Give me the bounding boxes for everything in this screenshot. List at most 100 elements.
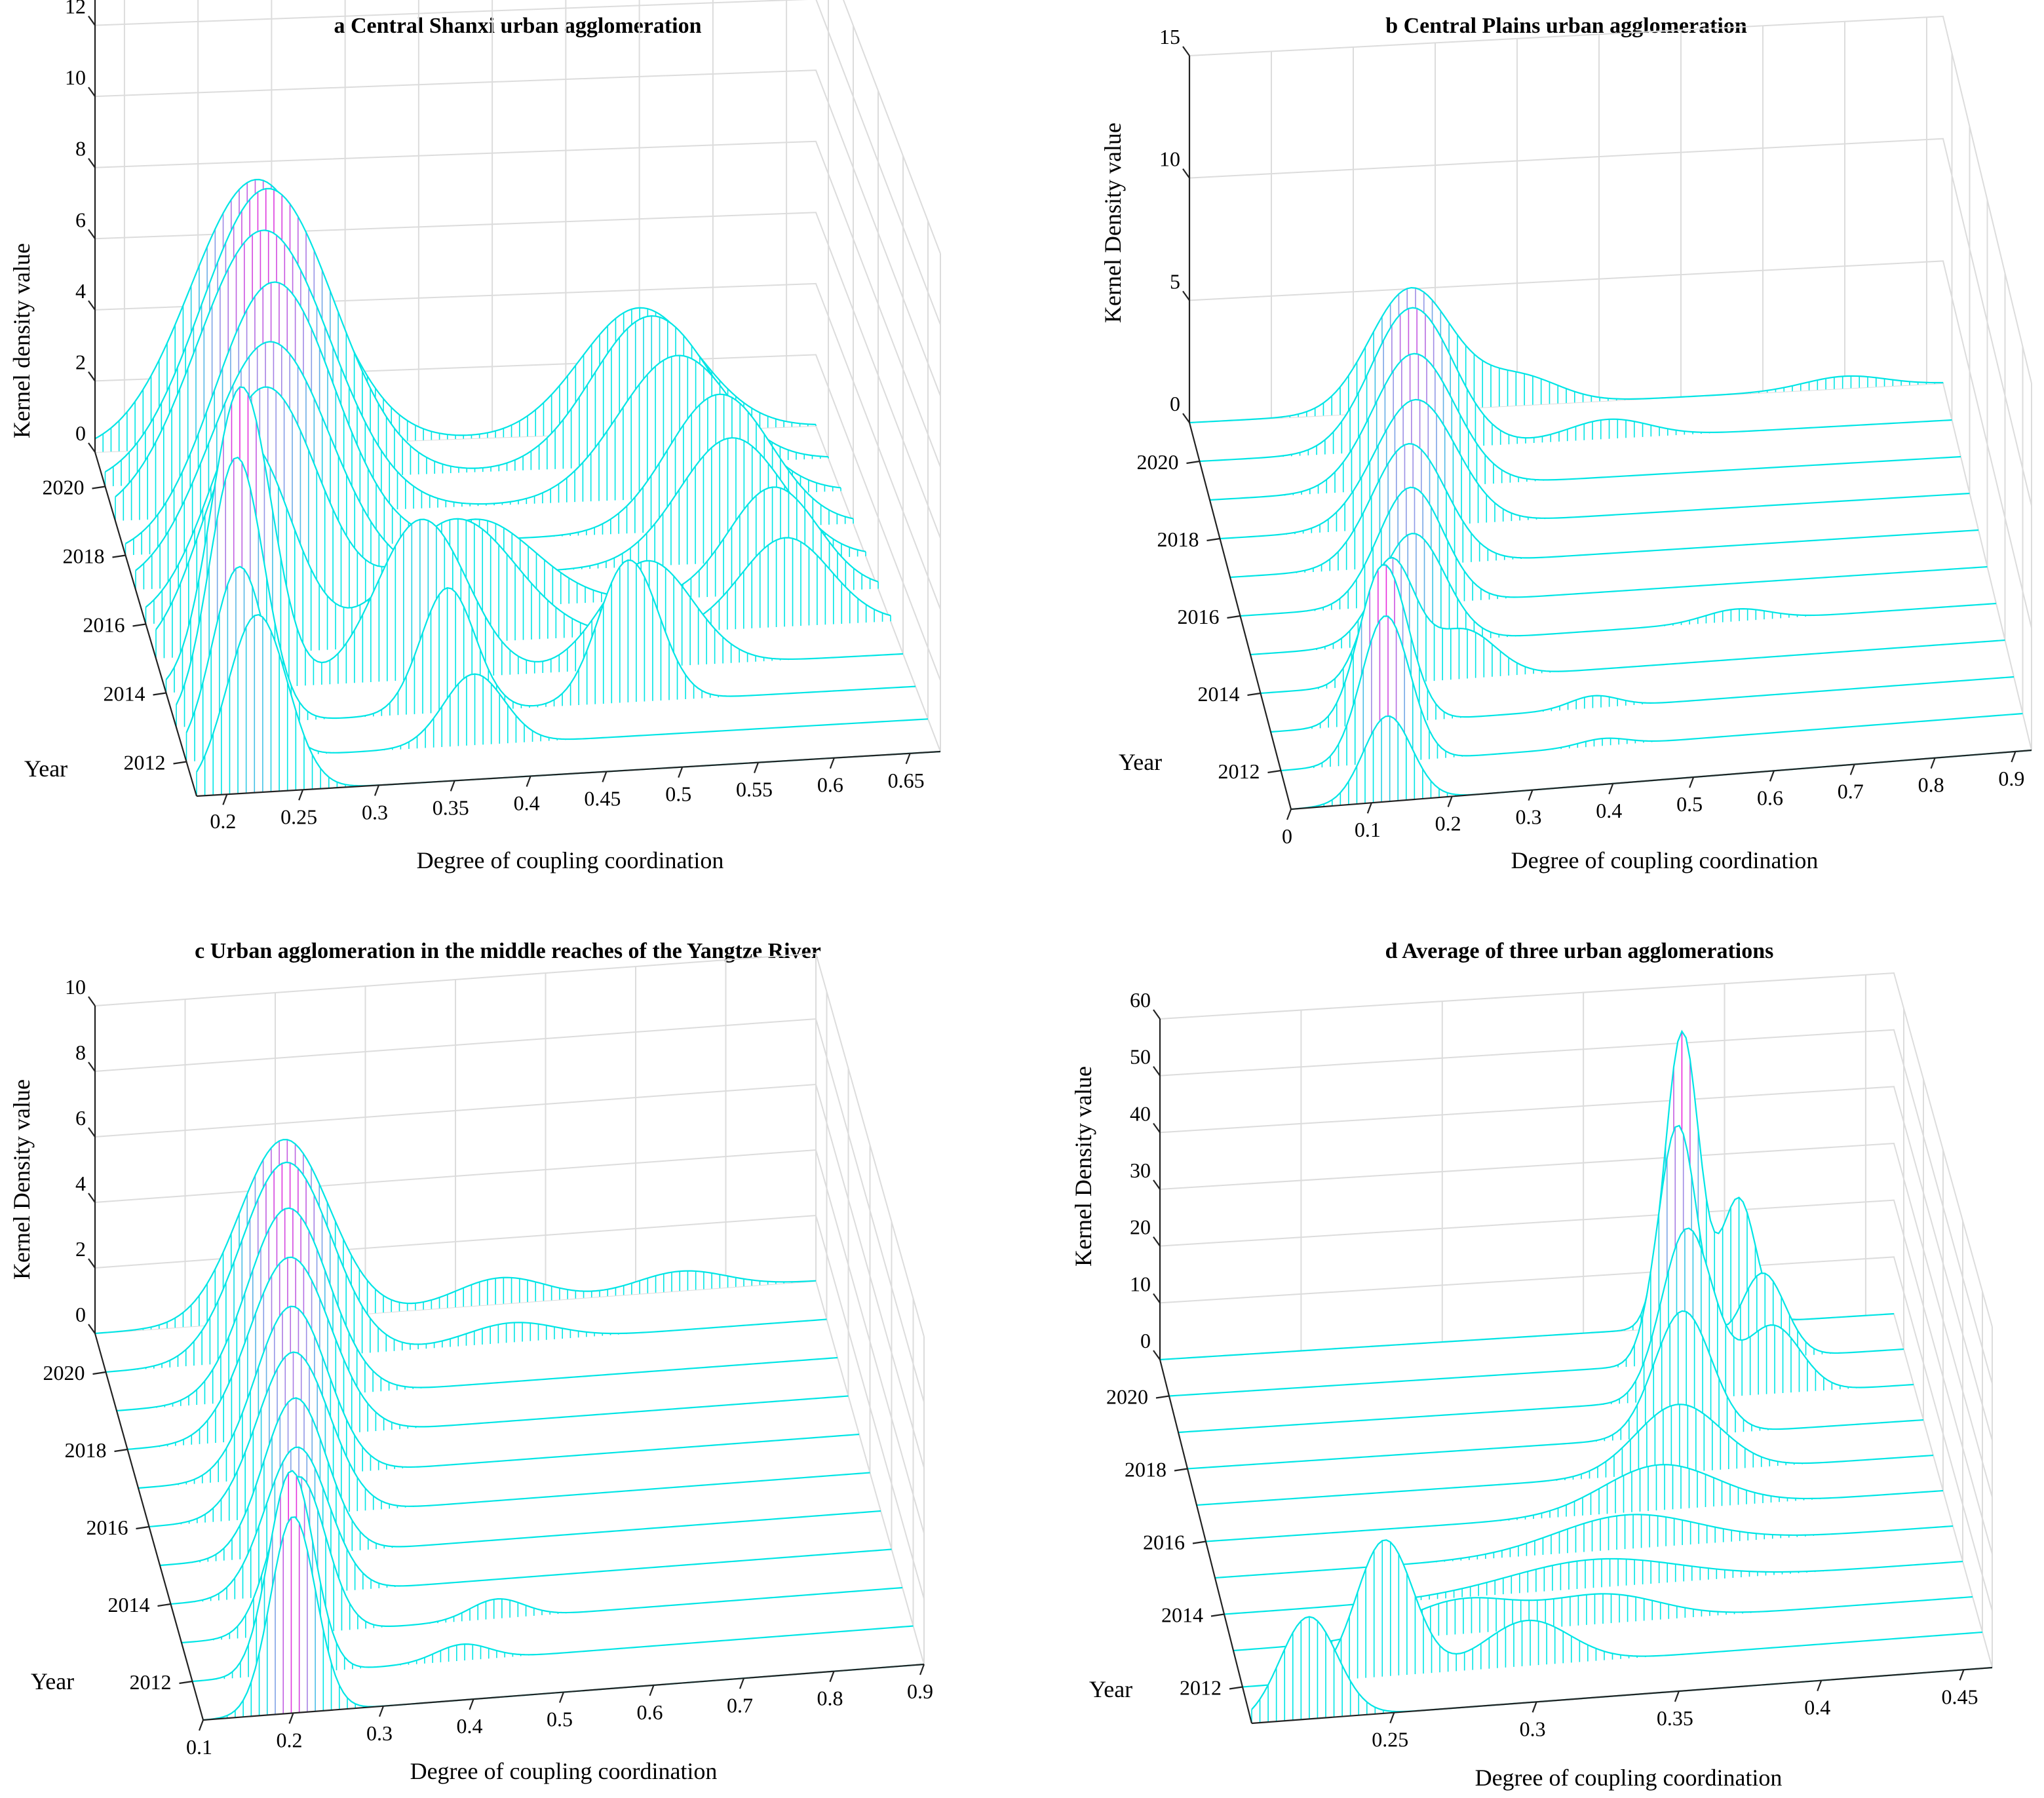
grid-line [842, 0, 941, 254]
grid-line [94, 1149, 925, 1534]
x-tick [1447, 796, 1453, 807]
x-tick [1849, 764, 1855, 775]
x-tick [1528, 790, 1533, 801]
z-tick-label: 2 [75, 1237, 86, 1261]
z-tick-label: 8 [75, 1041, 86, 1064]
series-2015 [1214, 1514, 1954, 1579]
x-tick [678, 767, 684, 778]
year-tick [132, 623, 146, 627]
z-tick-label: 10 [65, 66, 86, 89]
z-tick [1153, 1350, 1161, 1360]
year-tick-label: 2018 [65, 1438, 107, 1462]
density-curve [1205, 1464, 1944, 1542]
z-tick [88, 1127, 96, 1138]
year-axis-title: Year [1089, 1676, 1132, 1702]
z-tick [1182, 168, 1190, 179]
x-tick-label: 0.4 [457, 1714, 483, 1738]
x-tick [602, 771, 607, 782]
z-tick-label: 4 [75, 1172, 86, 1195]
z-tick [88, 15, 96, 26]
surface [1189, 286, 2032, 811]
x-tick-label: 0.3 [1515, 805, 1541, 829]
panel-d: d Average of three urban agglomerations 0… [1070, 939, 1993, 1791]
ribbon-fill [1197, 1404, 1933, 1505]
ribbon-fill [1243, 1540, 1982, 1687]
x-tick-label: 0.8 [817, 1687, 843, 1710]
year-tick-label: 2014 [104, 682, 145, 706]
grid-line [1159, 1142, 1993, 1498]
x-tick [378, 1706, 385, 1717]
grid-line [94, 282, 941, 610]
z-tick [1153, 1179, 1161, 1190]
series-2016 [1205, 1464, 1944, 1542]
density-curve [1214, 1514, 1954, 1579]
panel-title: c Urban agglomeration in the middle reac… [195, 939, 821, 963]
year-tick [1247, 692, 1261, 697]
density-curve [115, 229, 841, 505]
density-curve [1220, 398, 1970, 540]
density-curve [170, 1446, 892, 1605]
z-tick-label: 2 [75, 350, 86, 373]
year-tick [92, 1371, 106, 1375]
z-tick [88, 996, 96, 1006]
density-curve [1189, 286, 1944, 424]
x-tick-label: 0.7 [727, 1693, 753, 1717]
x-axis [1290, 749, 2032, 811]
surface [94, 178, 941, 796]
x-tick-label: 0.35 [1657, 1706, 1693, 1730]
grid-line [1189, 260, 2032, 628]
ribbon-fill [145, 387, 878, 624]
grid-line [94, 212, 941, 539]
x-tick-label: 0.55 [736, 778, 773, 801]
z-axis-title: Kernel density value [9, 243, 35, 438]
z-tick-label: 40 [1130, 1101, 1151, 1125]
year-tick-label: 2016 [1143, 1531, 1185, 1554]
x-tick [526, 776, 531, 787]
grid-line [94, 69, 941, 396]
z-tick [88, 158, 96, 168]
year-tick [112, 554, 126, 558]
x-tick [1817, 1680, 1822, 1692]
z-axis-title: Kernel Density value [1100, 123, 1126, 323]
x-tick [469, 1698, 474, 1710]
x-tick-label: 0.7 [1838, 780, 1864, 803]
year-tick-label: 2020 [1137, 450, 1179, 474]
year-tick [1174, 1468, 1188, 1472]
year-tick-label: 2016 [83, 613, 125, 637]
x-tick [1532, 1701, 1537, 1713]
grid-line [1159, 1086, 1993, 1441]
year-tick [179, 1680, 193, 1685]
ribbon-fill [1178, 1228, 1914, 1432]
x-tick [2011, 751, 2016, 763]
year-tick-label: 2018 [1125, 1458, 1167, 1482]
x-tick-label: 0.5 [1676, 792, 1703, 816]
grid-line [94, 1018, 925, 1403]
z-tick [88, 300, 96, 311]
series-2019 [1178, 1227, 1914, 1434]
year-tick [1227, 615, 1241, 619]
x-tick-label: 0.9 [907, 1679, 933, 1703]
year-tick-label: 2020 [1106, 1385, 1148, 1409]
x-tick [1608, 783, 1614, 795]
x-tick-label: 0 [1282, 824, 1292, 848]
year-tick-label: 2014 [1198, 682, 1240, 706]
year-tick [1206, 537, 1220, 542]
z-tick [1182, 46, 1190, 56]
z-tick [1153, 1293, 1161, 1303]
year-tick-label: 2014 [108, 1593, 150, 1616]
density-curve [138, 1305, 860, 1489]
surface [1159, 1029, 1993, 1723]
z-tick-label: 15 [1159, 25, 1180, 48]
z-tick-label: 60 [1130, 988, 1151, 1012]
x-tick [1389, 1712, 1395, 1724]
year-tick [1192, 1540, 1206, 1544]
z-tick [88, 442, 96, 453]
x-axis-title: Degree of coupling coordination [417, 847, 724, 873]
year-axis-title: Year [31, 1668, 74, 1694]
x-tick [1769, 770, 1775, 782]
year-axis-title: Year [1119, 749, 1162, 775]
density-curve [1199, 307, 1952, 463]
year-tick [1267, 769, 1281, 774]
panel-c: c Urban agglomeration in the middle reac… [9, 939, 933, 1784]
density-curve [116, 1207, 838, 1412]
